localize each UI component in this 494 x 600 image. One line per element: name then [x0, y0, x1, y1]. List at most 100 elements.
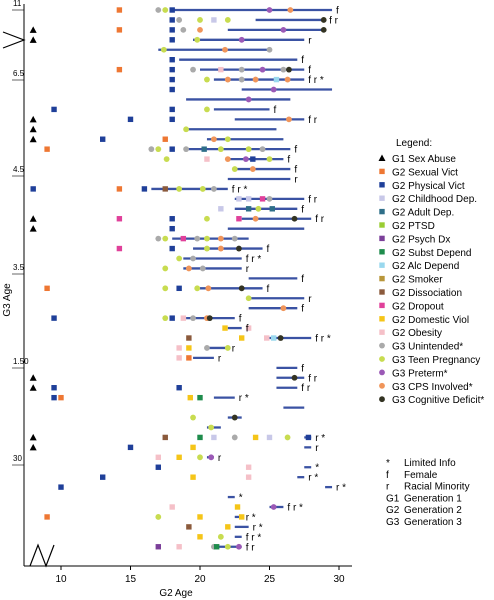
row-flags: f	[287, 155, 290, 166]
legend-label: G3 Cognitive Deficit*	[392, 395, 484, 406]
row-group: f	[116, 6, 339, 17]
row-marker	[176, 186, 183, 192]
row-marker	[224, 76, 231, 83]
y-axis-break-icon	[2, 31, 26, 49]
legend-label: G1 Sex Abuse	[392, 154, 456, 165]
row-marker	[284, 76, 291, 83]
row-marker	[197, 394, 203, 401]
row-flags: r	[294, 174, 298, 185]
legend-label: G2 Obesity	[392, 328, 442, 339]
legend-label: G3 CPS Involved*	[392, 382, 473, 393]
row-marker	[242, 156, 249, 163]
x-axis-break-icon	[29, 543, 55, 568]
row-marker	[127, 444, 134, 451]
note-text: Limited Info	[404, 458, 456, 469]
legend-label: G2 Dissociation	[392, 288, 462, 299]
row-group: f	[276, 363, 304, 374]
y-tick-label: 30	[13, 454, 22, 463]
row-marker	[245, 146, 252, 153]
row-group: r *	[58, 483, 346, 494]
row-marker	[280, 305, 287, 312]
row-marker	[180, 315, 187, 321]
row-marker	[100, 136, 106, 142]
row-marker	[116, 27, 123, 33]
y-tick-label: 3.5	[13, 263, 25, 272]
row-flags: f r *	[246, 532, 262, 543]
legend-marker	[379, 275, 385, 282]
row-marker	[176, 385, 182, 391]
x-axis-label: G2 Age	[159, 588, 193, 599]
row-marker	[225, 524, 231, 530]
row-marker	[245, 474, 252, 480]
row-group: f	[163, 155, 290, 166]
row-group	[155, 235, 249, 242]
row-marker	[217, 146, 224, 153]
row-marker	[270, 86, 277, 93]
row-flags: f r	[246, 542, 256, 553]
row-marker	[222, 325, 228, 331]
row-marker	[162, 265, 169, 272]
row-group	[190, 414, 242, 421]
row-marker	[245, 464, 252, 470]
row-marker	[155, 7, 162, 13]
row-marker	[320, 17, 327, 23]
row-flags: f r	[308, 373, 318, 384]
legend-marker	[379, 262, 385, 268]
row-marker	[180, 235, 187, 242]
row-marker	[197, 434, 203, 441]
row-marker	[197, 534, 203, 540]
row-marker	[186, 345, 192, 351]
row-group: f	[51, 314, 242, 325]
row-flags: r *	[246, 512, 256, 523]
row-flags: f r *	[315, 334, 331, 345]
note-symbol: *	[386, 458, 390, 469]
legend-marker	[379, 356, 385, 362]
note-symbol: r	[386, 482, 390, 493]
row-group	[158, 46, 273, 53]
row-marker	[211, 434, 217, 441]
x-tick-labels: 10 15 20 25 30	[55, 566, 345, 585]
row-group: f	[51, 105, 277, 116]
y-tick-label: 4.5	[13, 165, 25, 174]
notes: * Limited Info f Female r Racial Minority G1 Ge…	[386, 458, 470, 528]
row-marker	[286, 66, 292, 73]
row-flags: r *	[308, 473, 318, 484]
row-flags: f r *	[232, 184, 248, 195]
row-marker	[155, 454, 161, 460]
legend-marker	[379, 249, 385, 255]
row-marker	[217, 533, 224, 540]
row-flags: r *	[315, 433, 325, 444]
row-marker	[185, 265, 192, 272]
legend-marker	[378, 154, 386, 161]
row-marker	[116, 186, 123, 192]
row-marker	[320, 26, 327, 33]
row-marker	[190, 474, 196, 480]
row-marker	[176, 355, 182, 361]
row-flags: f	[239, 314, 242, 325]
row-marker	[199, 186, 206, 192]
y-tick-labels: 11 6.5 4.5 3.5 1.50 30	[12, 0, 29, 466]
row-flags: f	[308, 65, 311, 76]
row-marker	[199, 265, 206, 272]
row-flags: f	[301, 55, 304, 66]
row-marker	[259, 196, 266, 202]
x-tick-label: 10	[55, 574, 67, 585]
legend-marker	[379, 329, 385, 335]
row-flags: f	[294, 145, 297, 156]
row-marker	[30, 186, 36, 192]
row-marker	[218, 206, 224, 212]
row-marker	[169, 225, 175, 232]
row-marker	[204, 345, 210, 351]
note-text: Generation 3	[404, 517, 462, 528]
row-marker	[186, 335, 192, 341]
row-marker	[155, 544, 161, 550]
row-marker	[169, 17, 175, 23]
row-group: f	[248, 304, 304, 315]
row-marker	[190, 255, 196, 262]
row-group: f r	[29, 383, 311, 394]
note-symbol: G3	[386, 517, 400, 528]
legend-marker	[379, 195, 385, 201]
row-marker	[286, 116, 292, 123]
row-marker	[162, 285, 169, 292]
row-marker	[270, 504, 277, 510]
